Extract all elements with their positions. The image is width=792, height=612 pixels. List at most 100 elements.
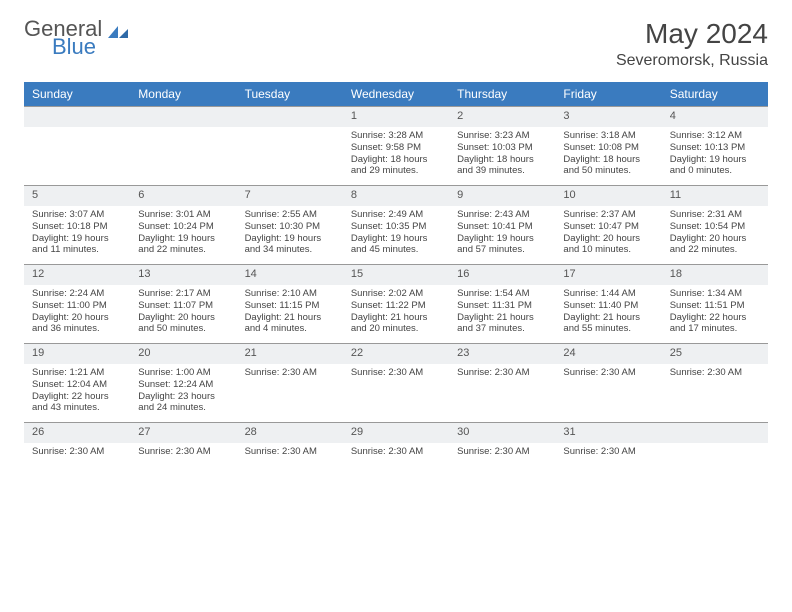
day-line: Daylight: 21 hours and 20 minutes. — [351, 312, 441, 336]
day-number — [662, 423, 768, 443]
day-number: 8 — [343, 186, 449, 206]
week-row: 1Sunrise: 3:28 AMSunset: 9:58 PMDaylight… — [24, 106, 768, 185]
day-body: Sunrise: 2:30 AM — [237, 443, 343, 464]
day-body: Sunrise: 3:18 AMSunset: 10:08 PMDaylight… — [555, 127, 661, 184]
header: GeneralBlue May 2024 Severomorsk, Russia — [24, 18, 768, 70]
day-header: Friday — [555, 82, 661, 106]
day-line: Daylight: 21 hours and 4 minutes. — [245, 312, 335, 336]
day-line: Sunrise: 1:21 AM — [32, 367, 122, 379]
day-body: Sunrise: 2:17 AMSunset: 11:07 PMDaylight… — [130, 285, 236, 342]
day-body: Sunrise: 2:30 AM — [343, 364, 449, 385]
day-cell: 30Sunrise: 2:30 AM — [449, 423, 555, 501]
day-line: Sunrise: 2:17 AM — [138, 288, 228, 300]
day-line: Daylight: 20 hours and 36 minutes. — [32, 312, 122, 336]
day-cell: 31Sunrise: 2:30 AM — [555, 423, 661, 501]
day-body: Sunrise: 2:30 AM — [555, 364, 661, 385]
day-line: Daylight: 23 hours and 24 minutes. — [138, 391, 228, 415]
day-body: Sunrise: 1:44 AMSunset: 11:40 PMDaylight… — [555, 285, 661, 342]
day-number: 19 — [24, 344, 130, 364]
day-line: Sunrise: 2:30 AM — [563, 367, 653, 379]
day-line: Sunset: 10:54 PM — [670, 221, 760, 233]
day-line: Daylight: 20 hours and 10 minutes. — [563, 233, 653, 257]
day-line: Daylight: 21 hours and 37 minutes. — [457, 312, 547, 336]
day-cell: 4Sunrise: 3:12 AMSunset: 10:13 PMDayligh… — [662, 107, 768, 185]
day-line: Daylight: 18 hours and 39 minutes. — [457, 154, 547, 178]
day-cell: 21Sunrise: 2:30 AM — [237, 344, 343, 422]
day-body: Sunrise: 2:55 AMSunset: 10:30 PMDaylight… — [237, 206, 343, 263]
day-cell: 5Sunrise: 3:07 AMSunset: 10:18 PMDayligh… — [24, 186, 130, 264]
day-line: Sunset: 11:07 PM — [138, 300, 228, 312]
day-cell: 12Sunrise: 2:24 AMSunset: 11:00 PMDaylig… — [24, 265, 130, 343]
day-cell: 23Sunrise: 2:30 AM — [449, 344, 555, 422]
day-body: Sunrise: 3:28 AMSunset: 9:58 PMDaylight:… — [343, 127, 449, 184]
day-number: 14 — [237, 265, 343, 285]
day-line: Sunrise: 1:34 AM — [670, 288, 760, 300]
day-header: Wednesday — [343, 82, 449, 106]
day-body: Sunrise: 2:49 AMSunset: 10:35 PMDaylight… — [343, 206, 449, 263]
day-number: 27 — [130, 423, 236, 443]
day-number — [24, 107, 130, 127]
day-body — [24, 127, 130, 136]
day-cell: 27 Sunrise: 2:30 AM — [130, 423, 236, 501]
day-body — [237, 127, 343, 136]
day-cell: 24Sunrise: 2:30 AM — [555, 344, 661, 422]
day-line: Sunrise: 2:37 AM — [563, 209, 653, 221]
day-line: Sunrise: 2:30 AM — [32, 446, 122, 458]
day-line: Sunrise: 2:30 AM — [457, 446, 547, 458]
day-number: 11 — [662, 186, 768, 206]
title-block: May 2024 Severomorsk, Russia — [616, 18, 768, 70]
day-body — [662, 443, 768, 452]
week-row: 19Sunrise: 1:21 AMSunset: 12:04 AMDaylig… — [24, 343, 768, 422]
day-line: Sunrise: 1:54 AM — [457, 288, 547, 300]
day-body: Sunrise: 2:30 AM — [449, 364, 555, 385]
day-cell: 28Sunrise: 2:30 AM — [237, 423, 343, 501]
day-line: Sunset: 9:58 PM — [351, 142, 441, 154]
day-body: Sunrise: 1:00 AMSunset: 12:24 AMDaylight… — [130, 364, 236, 421]
day-cell: 8Sunrise: 2:49 AMSunset: 10:35 PMDayligh… — [343, 186, 449, 264]
day-line: Sunset: 10:18 PM — [32, 221, 122, 233]
day-body: Sunrise: 1:54 AMSunset: 11:31 PMDaylight… — [449, 285, 555, 342]
day-line: Sunrise: 1:00 AM — [138, 367, 228, 379]
day-line: Sunrise: 3:07 AM — [32, 209, 122, 221]
day-body: Sunrise: 2:24 AMSunset: 11:00 PMDaylight… — [24, 285, 130, 342]
day-line: Sunset: 10:30 PM — [245, 221, 335, 233]
day-header: Sunday — [24, 82, 130, 106]
day-line: Sunrise: 2:31 AM — [670, 209, 760, 221]
day-body: Sunrise: 2:30 AM — [555, 443, 661, 464]
day-line: Daylight: 18 hours and 29 minutes. — [351, 154, 441, 178]
day-line: Daylight: 19 hours and 34 minutes. — [245, 233, 335, 257]
day-cell — [130, 107, 236, 185]
day-body: Sunrise: 3:01 AMSunset: 10:24 PMDaylight… — [130, 206, 236, 263]
day-number: 2 — [449, 107, 555, 127]
day-line: Sunrise: 3:18 AM — [563, 130, 653, 142]
day-line: Sunset: 11:00 PM — [32, 300, 122, 312]
day-line: Sunset: 10:24 PM — [138, 221, 228, 233]
day-cell: 26Sunrise: 2:30 AM — [24, 423, 130, 501]
day-headers: SundayMondayTuesdayWednesdayThursdayFrid… — [24, 82, 768, 106]
day-line: Sunrise: 3:12 AM — [670, 130, 760, 142]
day-line: Sunset: 10:47 PM — [563, 221, 653, 233]
day-number: 28 — [237, 423, 343, 443]
day-cell: 20Sunrise: 1:00 AMSunset: 12:24 AMDaylig… — [130, 344, 236, 422]
day-body: Sunrise: 1:21 AMSunset: 12:04 AMDaylight… — [24, 364, 130, 421]
week-row: 26Sunrise: 2:30 AM27Sunrise: 2:30 AM28Su… — [24, 422, 768, 501]
day-number: 15 — [343, 265, 449, 285]
day-body: Sunrise: 2:02 AMSunset: 11:22 PMDaylight… — [343, 285, 449, 342]
day-line: Sunset: 11:31 PM — [457, 300, 547, 312]
day-line: Sunrise: 2:49 AM — [351, 209, 441, 221]
week-row: 5Sunrise: 3:07 AMSunset: 10:18 PMDayligh… — [24, 185, 768, 264]
day-cell: 19Sunrise: 1:21 AMSunset: 12:04 AMDaylig… — [24, 344, 130, 422]
day-line: Sunrise: 2:30 AM — [670, 367, 760, 379]
day-number: 23 — [449, 344, 555, 364]
day-line: Sunrise: 2:30 AM — [138, 446, 228, 458]
day-line: Sunrise: 3:23 AM — [457, 130, 547, 142]
day-line: Daylight: 20 hours and 50 minutes. — [138, 312, 228, 336]
day-line: Daylight: 20 hours and 22 minutes. — [670, 233, 760, 257]
day-body: Sunrise: 2:10 AMSunset: 11:15 PMDaylight… — [237, 285, 343, 342]
day-cell: 16Sunrise: 1:54 AMSunset: 11:31 PMDaylig… — [449, 265, 555, 343]
week-row: 12Sunrise: 2:24 AMSunset: 11:00 PMDaylig… — [24, 264, 768, 343]
day-line: Daylight: 19 hours and 0 minutes. — [670, 154, 760, 178]
day-number: 22 — [343, 344, 449, 364]
day-line: Sunset: 10:35 PM — [351, 221, 441, 233]
day-body: Sunrise: 2:30 AM — [237, 364, 343, 385]
